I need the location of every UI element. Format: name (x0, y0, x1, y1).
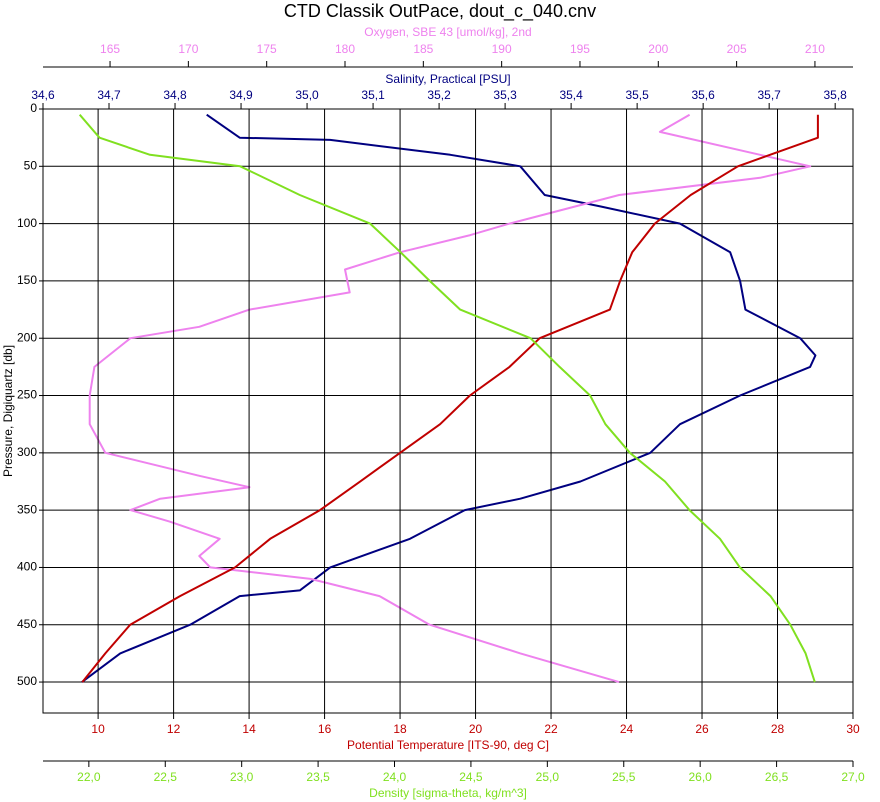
x-tick-label: 185 (413, 42, 433, 56)
x-tick-label: 26,0 (688, 770, 712, 784)
x-tick-label: 27,0 (841, 770, 865, 784)
x-tick-label: 14 (242, 722, 256, 736)
x-tick-label: 25,5 (612, 770, 636, 784)
x-tick-label: 170 (178, 42, 198, 56)
x-tick-label: 10 (91, 722, 105, 736)
y-tick-label: 500 (17, 674, 37, 688)
x-tick-label: 165 (100, 42, 120, 56)
x-tick-label: 18 (393, 722, 407, 736)
x-tick-label: 25,0 (536, 770, 560, 784)
x-axis-label: Salinity, Practical [PSU] (385, 72, 510, 86)
x-tick-label: 175 (257, 42, 277, 56)
x-tick-label: 35,0 (295, 88, 319, 102)
x-tick-label: 180 (335, 42, 355, 56)
x-tick-label: 24,0 (383, 770, 407, 784)
x-tick-label: 195 (570, 42, 590, 56)
x-tick-label: 210 (805, 42, 825, 56)
profile-line (88, 113, 812, 684)
x-tick-label: 23,0 (230, 770, 254, 784)
x-tick-label: 35,2 (427, 88, 451, 102)
x-axis-label: Density [sigma-theta, kg/m^3] (369, 786, 527, 800)
x-tick-label: 28 (771, 722, 785, 736)
x-tick-label: 12 (167, 722, 181, 736)
x-tick-label: 35,7 (757, 88, 781, 102)
profile-line (78, 114, 816, 683)
profile-line (81, 114, 819, 683)
y-tick-label: 0 (30, 101, 37, 115)
plot-frame (42, 108, 854, 714)
x-tick-label: 35,6 (691, 88, 715, 102)
x-tick-label: 34,6 (31, 88, 55, 102)
x-tick-label: 26,5 (765, 770, 789, 784)
y-tick-label: 200 (17, 330, 37, 344)
x-tick-label: 35,4 (559, 88, 583, 102)
x-tick-label: 23,5 (306, 770, 330, 784)
x-axis-label: Potential Temperature [ITS-90, deg C] (347, 738, 549, 752)
x-tick-label: 35,1 (361, 88, 385, 102)
x-tick-label: 35,5 (625, 88, 649, 102)
x-tick-label: 34,7 (97, 88, 121, 102)
x-tick-label: 22,5 (154, 770, 178, 784)
y-tick-label: 450 (17, 617, 37, 631)
y-tick-label: 250 (17, 388, 37, 402)
x-tick-label: 22,0 (77, 770, 101, 784)
y-tick-label: 400 (17, 560, 37, 574)
x-tick-label: 35,3 (493, 88, 517, 102)
y-tick-label: 50 (24, 158, 38, 172)
y-tick-label: 150 (17, 273, 37, 287)
y-tick-label: 350 (17, 502, 37, 516)
x-tick-label: 30 (846, 722, 860, 736)
x-tick-label: 34,8 (163, 88, 187, 102)
chart-title: CTD Classik OutPace, dout_c_040.cnv (284, 1, 596, 22)
x-tick-label: 205 (727, 42, 747, 56)
profile-line (81, 113, 817, 683)
x-tick-label: 26 (695, 722, 709, 736)
x-axis-label: Oxygen, SBE 43 [umol/kg], 2nd (364, 25, 531, 39)
y-tick-label: 100 (17, 216, 37, 230)
y-axis-label: Pressure, Digiquartz [db] (1, 345, 15, 477)
x-tick-label: 24,5 (459, 770, 483, 784)
x-tick-label: 34,9 (229, 88, 253, 102)
x-tick-label: 16 (318, 722, 332, 736)
x-tick-label: 22 (544, 722, 558, 736)
x-tick-label: 24 (620, 722, 634, 736)
x-tick-label: 190 (492, 42, 512, 56)
x-tick-label: 35,8 (823, 88, 847, 102)
x-tick-label: 200 (648, 42, 668, 56)
y-tick-label: 300 (17, 445, 37, 459)
x-tick-label: 20 (469, 722, 483, 736)
